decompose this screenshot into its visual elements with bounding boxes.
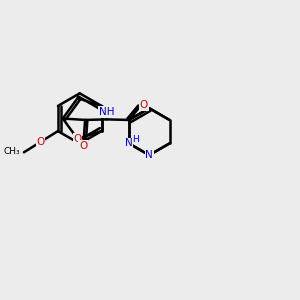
Text: N: N <box>125 138 133 148</box>
Text: O: O <box>36 137 44 147</box>
Text: CH₃: CH₃ <box>4 147 20 156</box>
Text: O: O <box>79 141 87 151</box>
Text: NH: NH <box>99 107 115 117</box>
Text: O: O <box>140 100 148 110</box>
Text: N: N <box>145 150 153 160</box>
Text: H: H <box>132 135 139 144</box>
Text: O: O <box>74 134 82 144</box>
